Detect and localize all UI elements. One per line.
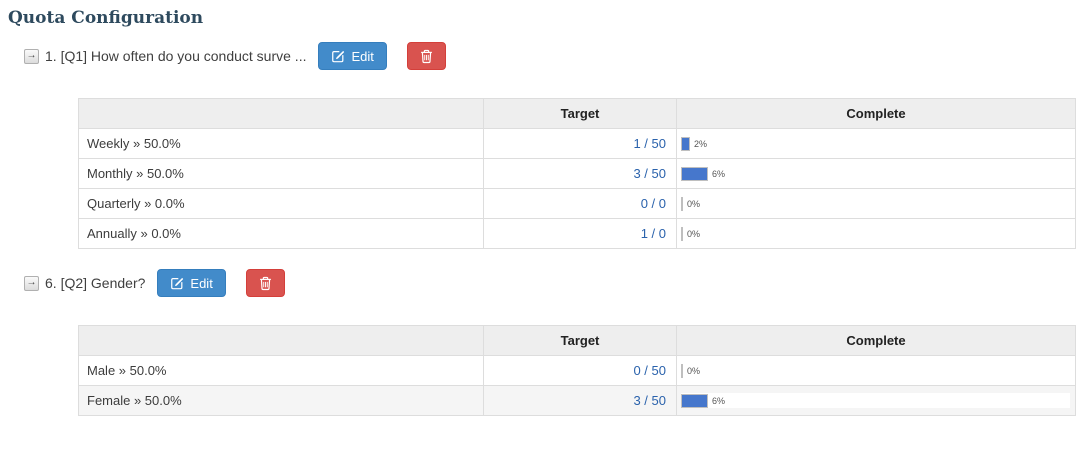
delete-button[interactable] xyxy=(406,42,446,70)
quota-table-q1: Target Complete Weekly » 50.0% 1 / 50 2%… xyxy=(78,98,1076,249)
completion-bar xyxy=(681,393,708,408)
table-header-row: Target Complete xyxy=(78,325,1076,356)
question-title: 1. [Q1] How often do you conduct surve .… xyxy=(45,48,307,64)
completion-percent-label: 0% xyxy=(687,198,701,209)
target-column-header: Target xyxy=(483,98,677,129)
completion-percent-label: 0% xyxy=(687,365,701,376)
completion-bar-track: 6% xyxy=(681,166,1070,181)
completion-bar-track: 0% xyxy=(681,363,1070,378)
edit-button-label: Edit xyxy=(190,275,213,291)
completion-percent-label: 0% xyxy=(687,228,701,239)
answer-label: Annually » 0.0% xyxy=(78,218,484,249)
target-value-link[interactable]: 0 / 0 xyxy=(640,196,666,211)
completion-percent-label: 6% xyxy=(712,168,726,179)
table-row: Male » 50.0% 0 / 50 0% xyxy=(78,355,1076,386)
trash-icon xyxy=(420,49,433,64)
page-title: Quota Configuration xyxy=(8,8,204,28)
pencil-square-icon xyxy=(331,49,345,63)
table-row: Weekly » 50.0% 1 / 50 2% xyxy=(78,128,1076,159)
completion-bar-track: 0% xyxy=(681,226,1070,241)
completion-bar xyxy=(681,226,683,241)
table-header-row: Target Complete xyxy=(78,98,1076,129)
completion-percent-label: 2% xyxy=(694,138,708,149)
question-title: 6. [Q2] Gender? xyxy=(45,275,146,291)
answer-column-header xyxy=(78,98,484,129)
question-row-2: → 6. [Q2] Gender? Edit xyxy=(24,269,1089,297)
completion-bar xyxy=(681,166,708,181)
complete-column-header: Complete xyxy=(676,98,1076,129)
table-row: Female » 50.0% 3 / 50 6% xyxy=(78,385,1076,416)
question-row-1: → 1. [Q1] How often do you conduct surve… xyxy=(24,42,1089,70)
target-value-link[interactable]: 3 / 50 xyxy=(633,166,666,181)
completion-bar xyxy=(681,363,683,378)
answer-label: Male » 50.0% xyxy=(78,355,484,386)
answer-label: Monthly » 50.0% xyxy=(78,158,484,189)
answer-label: Female » 50.0% xyxy=(78,385,484,416)
expand-arrow-icon[interactable]: → xyxy=(24,48,39,64)
completion-percent-label: 6% xyxy=(712,395,726,406)
target-value-link[interactable]: 0 / 50 xyxy=(633,363,666,378)
answer-label: Weekly » 50.0% xyxy=(78,128,484,159)
edit-button[interactable]: Edit xyxy=(157,269,226,297)
answer-column-header xyxy=(78,325,484,356)
expand-arrow-icon[interactable]: → xyxy=(24,275,39,291)
completion-bar xyxy=(681,196,683,211)
answer-label: Quarterly » 0.0% xyxy=(78,188,484,219)
table-row: Annually » 0.0% 1 / 0 0% xyxy=(78,218,1076,249)
target-value-link[interactable]: 1 / 0 xyxy=(640,226,666,241)
delete-button[interactable] xyxy=(245,269,285,297)
table-row: Quarterly » 0.0% 0 / 0 0% xyxy=(78,188,1076,219)
completion-bar-track: 6% xyxy=(681,393,1070,408)
target-column-header: Target xyxy=(483,325,677,356)
completion-bar-track: 2% xyxy=(681,136,1070,151)
edit-button-label: Edit xyxy=(351,48,374,64)
completion-bar-track: 0% xyxy=(681,196,1070,211)
complete-column-header: Complete xyxy=(676,325,1076,356)
target-value-link[interactable]: 1 / 50 xyxy=(633,136,666,151)
completion-bar xyxy=(681,136,690,151)
table-row: Monthly » 50.0% 3 / 50 6% xyxy=(78,158,1076,189)
quota-table-q2: Target Complete Male » 50.0% 0 / 50 0% F… xyxy=(78,325,1076,416)
target-value-link[interactable]: 3 / 50 xyxy=(633,393,666,408)
edit-button[interactable]: Edit xyxy=(318,42,387,70)
trash-icon xyxy=(259,276,272,291)
pencil-square-icon xyxy=(170,276,184,290)
